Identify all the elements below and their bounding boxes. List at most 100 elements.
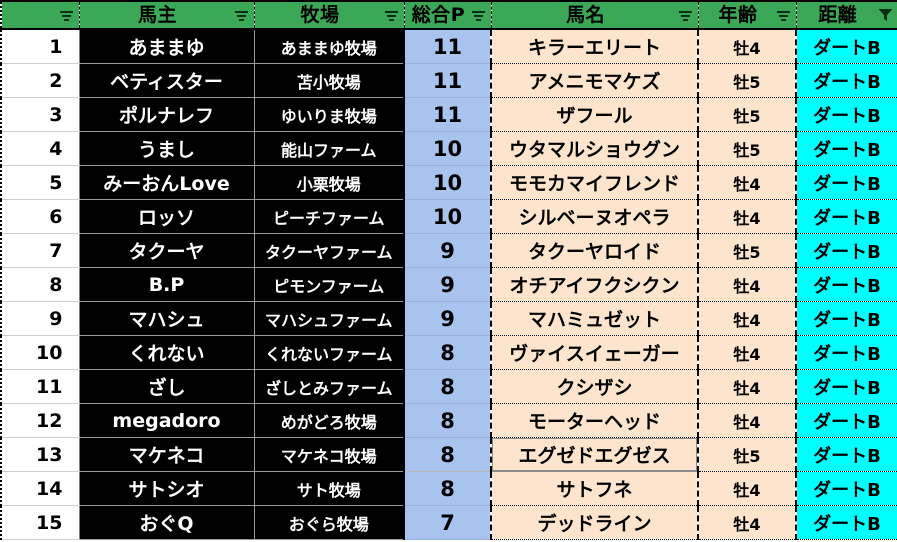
farm-cell[interactable]: 苫小牧場 xyxy=(254,63,405,98)
horse-name-cell[interactable]: サトフネ xyxy=(491,471,699,506)
distance-cell[interactable]: ダートB xyxy=(796,63,897,98)
distance-cell[interactable]: ダートB xyxy=(796,29,897,64)
owner-cell[interactable]: あままゆ xyxy=(79,29,255,64)
owner-cell[interactable]: みーおんLove xyxy=(79,165,255,200)
table-row[interactable]: 8 B.P ピモンファーム 9 オチアイフクシクン 牡4 ダートB xyxy=(0,267,897,302)
age-cell[interactable]: 牡4 xyxy=(698,505,797,540)
owner-cell[interactable]: ロッソ xyxy=(79,199,255,234)
horse-name-cell[interactable]: モーターヘッド xyxy=(491,403,699,438)
age-cell[interactable]: 牡4 xyxy=(698,301,797,336)
distance-cell[interactable]: ダートB xyxy=(796,301,897,336)
points-cell[interactable]: 8 xyxy=(404,471,492,506)
farm-cell[interactable]: めがどろ牧場 xyxy=(254,403,405,438)
distance-cell[interactable]: ダートB xyxy=(796,267,897,302)
age-cell[interactable]: 牡4 xyxy=(698,165,797,200)
distance-cell[interactable]: ダートB xyxy=(796,97,897,132)
table-row[interactable]: 14 サトシオ サト牧場 8 サトフネ 牡4 ダートB xyxy=(0,471,897,506)
row-number[interactable]: 1 xyxy=(0,29,80,64)
age-cell[interactable]: 牡4 xyxy=(698,369,797,404)
row-number[interactable]: 10 xyxy=(0,335,80,370)
row-number[interactable]: 11 xyxy=(0,369,80,404)
distance-cell[interactable]: ダートB xyxy=(796,471,897,506)
distance-cell[interactable]: ダートB xyxy=(796,199,897,234)
farm-cell[interactable]: ゆいりま牧場 xyxy=(254,97,405,132)
points-cell[interactable]: 11 xyxy=(404,97,492,132)
table-row[interactable]: 10 くれない くれないファーム 8 ヴァイスイェーガー 牡4 ダートB xyxy=(0,335,897,370)
owner-cell[interactable]: マケネコ xyxy=(79,437,255,472)
farm-cell[interactable]: タクーヤファーム xyxy=(254,233,405,268)
horse-name-cell[interactable]: モモカマイフレンド xyxy=(491,165,699,200)
row-number[interactable]: 12 xyxy=(0,403,80,438)
owner-cell[interactable]: マハシュ xyxy=(79,301,255,336)
row-number[interactable]: 7 xyxy=(0,233,80,268)
farm-cell[interactable]: おぐら牧場 xyxy=(254,505,405,540)
farm-cell[interactable]: ざしとみファーム xyxy=(254,369,405,404)
distance-cell[interactable]: ダートB xyxy=(796,437,897,472)
row-number[interactable]: 15 xyxy=(0,505,80,540)
distance-cell[interactable]: ダートB xyxy=(796,505,897,540)
farm-cell[interactable]: マケネコ牧場 xyxy=(254,437,405,472)
row-number[interactable]: 13 xyxy=(0,437,80,472)
horse-name-cell[interactable]: ヴァイスイェーガー xyxy=(491,335,699,370)
column-header-horse[interactable]: 馬名 xyxy=(490,0,699,30)
points-cell[interactable]: 10 xyxy=(404,199,492,234)
horse-name-cell[interactable]: エグゼドエグゼス xyxy=(491,437,699,472)
filter-dropdown-icon[interactable] xyxy=(234,7,250,23)
row-number[interactable]: 2 xyxy=(0,63,80,98)
points-cell[interactable]: 8 xyxy=(404,437,492,472)
points-cell[interactable]: 9 xyxy=(404,233,492,268)
table-row[interactable]: 9 マハシュ マハシュファーム 9 マハミュゼット 牡4 ダートB xyxy=(0,301,897,336)
farm-cell[interactable]: 能山ファーム xyxy=(254,131,405,166)
age-cell[interactable]: 牡5 xyxy=(698,131,797,166)
horse-name-cell[interactable]: アメニモマケズ xyxy=(491,63,699,98)
age-cell[interactable]: 牡5 xyxy=(698,437,797,472)
distance-cell[interactable]: ダートB xyxy=(796,403,897,438)
filter-dropdown-icon[interactable] xyxy=(678,7,694,23)
table-row[interactable]: 6 ロッソ ピーチファーム 10 シルベーヌオペラ 牡4 ダートB xyxy=(0,199,897,234)
table-row[interactable]: 3 ポルナレフ ゆいりま牧場 11 ザフール 牡5 ダートB xyxy=(0,97,897,132)
distance-cell[interactable]: ダートB xyxy=(796,369,897,404)
row-number[interactable]: 9 xyxy=(0,301,80,336)
points-cell[interactable]: 8 xyxy=(404,403,492,438)
table-row[interactable]: 4 うまし 能山ファーム 10 ウタマルショウグン 牡5 ダートB xyxy=(0,131,897,166)
filter-active-icon[interactable] xyxy=(877,7,893,23)
points-cell[interactable]: 10 xyxy=(404,165,492,200)
horse-name-cell[interactable]: シルベーヌオペラ xyxy=(491,199,699,234)
owner-cell[interactable]: ポルナレフ xyxy=(79,97,255,132)
column-header-owner[interactable]: 馬主 xyxy=(78,0,255,30)
horse-name-cell[interactable]: マハミュゼット xyxy=(491,301,699,336)
filter-dropdown-icon[interactable] xyxy=(776,7,792,23)
points-cell[interactable]: 10 xyxy=(404,131,492,166)
owner-cell[interactable]: ざし xyxy=(79,369,255,404)
farm-cell[interactable]: ピモンファーム xyxy=(254,267,405,302)
distance-cell[interactable]: ダートB xyxy=(796,335,897,370)
age-cell[interactable]: 牡5 xyxy=(698,63,797,98)
horse-name-cell[interactable]: デッドライン xyxy=(491,505,699,540)
horse-name-cell[interactable]: オチアイフクシクン xyxy=(491,267,699,302)
age-cell[interactable]: 牡4 xyxy=(698,335,797,370)
points-cell[interactable]: 11 xyxy=(404,29,492,64)
horse-name-cell[interactable]: ザフール xyxy=(491,97,699,132)
owner-cell[interactable]: おぐQ xyxy=(79,505,255,540)
points-cell[interactable]: 11 xyxy=(404,63,492,98)
row-number[interactable]: 6 xyxy=(0,199,80,234)
filter-dropdown-icon[interactable] xyxy=(471,7,487,23)
points-cell[interactable]: 8 xyxy=(404,369,492,404)
row-number[interactable]: 5 xyxy=(0,165,80,200)
column-header-age[interactable]: 年齢 xyxy=(697,0,797,30)
age-cell[interactable]: 牡4 xyxy=(698,403,797,438)
column-header-distance[interactable]: 距離 xyxy=(795,0,897,30)
row-number[interactable]: 8 xyxy=(0,267,80,302)
distance-cell[interactable]: ダートB xyxy=(796,233,897,268)
horse-name-cell[interactable]: キラーエリート xyxy=(491,29,699,64)
owner-cell[interactable]: ベティスター xyxy=(79,63,255,98)
table-row[interactable]: 13 マケネコ マケネコ牧場 8 エグゼドエグゼス 牡5 ダートB xyxy=(0,437,897,472)
farm-cell[interactable]: ピーチファーム xyxy=(254,199,405,234)
age-cell[interactable]: 牡4 xyxy=(698,471,797,506)
column-header-index[interactable] xyxy=(0,0,80,30)
table-row[interactable]: 1 あままゆ あままゆ牧場 11 キラーエリート 牡4 ダートB xyxy=(0,29,897,64)
farm-cell[interactable]: 小栗牧場 xyxy=(254,165,405,200)
points-cell[interactable]: 7 xyxy=(404,505,492,540)
age-cell[interactable]: 牡5 xyxy=(698,233,797,268)
table-row[interactable]: 12 megadoro めがどろ牧場 8 モーターヘッド 牡4 ダートB xyxy=(0,403,897,438)
